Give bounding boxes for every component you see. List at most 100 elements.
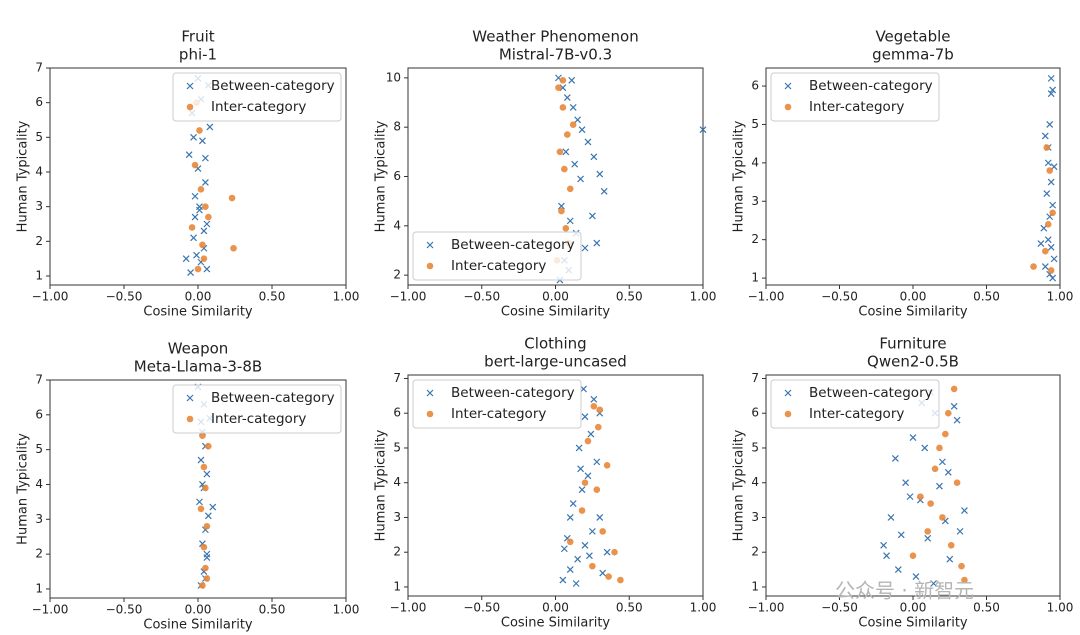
point [1044,236,1052,244]
point [191,161,199,169]
point [205,213,212,221]
point [909,434,917,441]
point [574,116,582,124]
point [581,244,589,252]
point [197,186,205,193]
point [203,220,211,228]
x-tick-label: −1.00 [32,290,69,304]
x-tick-label: 0.50 [616,601,643,615]
point [566,185,574,193]
x-tick-label: 0.50 [973,601,1000,615]
point [1047,267,1055,274]
x-tick-label: 1.00 [333,290,360,304]
point [594,423,602,431]
x-tick-label: 0.00 [185,290,212,304]
point [956,527,964,535]
point [588,212,596,220]
y-axis-label: Human Typicality [16,120,31,232]
y-tick-label: 5 [35,442,43,456]
point [202,203,209,210]
point [197,456,205,464]
point [596,514,604,521]
y-tick-label: 7 [35,373,43,387]
point [196,127,203,134]
point [1043,190,1051,198]
point [596,170,604,178]
point [1046,121,1054,128]
y-tick-label: 1 [751,271,759,285]
y-tick-label: 6 [751,406,759,420]
y-tick-label: 6 [751,79,759,93]
y-tick-label: 2 [393,545,401,559]
point [590,402,598,410]
chart-title: Furniture [879,335,946,353]
x-tick-label: −0.50 [821,601,858,615]
point [559,104,567,111]
point [578,486,586,494]
legend-label: Inter-category [211,411,306,427]
point [902,479,910,487]
y-tick-label: 1 [35,581,43,595]
x-axis-label: Cosine Similarity [143,618,253,633]
point [947,541,955,549]
point [577,465,584,473]
x-axis-label: Cosine Similarity [858,616,968,631]
y-tick-label: 4 [393,475,401,489]
chart-title: Vegetable [875,28,950,46]
point [599,528,606,535]
legend-box [172,72,342,122]
point [939,514,946,521]
point [584,138,592,146]
point [580,385,587,393]
point [561,165,568,173]
point [206,123,214,131]
point [578,126,586,134]
point [556,148,564,156]
point [924,534,932,542]
x-tick-label: 0.00 [185,603,212,617]
legend-label: Inter-category [809,406,904,422]
legend-marker [426,389,434,397]
y-tick-label: 3 [751,194,759,208]
point [558,207,565,215]
chart-subtitle: phi-1 [179,46,217,64]
legend-marker [186,394,194,402]
chart-subtitle: gemma-7b [872,46,954,64]
legend-box [770,72,940,122]
point [581,479,589,487]
point [193,251,200,259]
x-tick-label: −1.00 [748,601,785,615]
point [1050,255,1058,263]
point [897,531,905,539]
point [203,575,211,582]
y-tick-label: 7 [35,61,43,75]
point [1047,243,1055,251]
x-tick-label: 0.00 [900,601,927,615]
legend-marker [426,410,434,418]
point [584,437,592,445]
point [581,413,589,421]
legend-marker [784,103,792,111]
point [199,241,206,249]
point [572,580,580,587]
point [569,500,577,507]
y-tick-label: 2 [751,545,759,559]
point [938,458,946,466]
chart-subtitle: Qwen2-0.5B [867,353,959,371]
point [563,94,571,102]
point [1049,201,1057,209]
point [574,555,582,563]
point [201,178,209,186]
point [887,514,895,521]
y-tick-label: 1 [393,579,401,593]
point [603,548,611,556]
point [562,148,570,156]
y-tick-label: 6 [393,169,401,183]
y-tick-label: 2 [35,547,43,561]
x-tick-label: 1.00 [1047,290,1074,304]
point [1030,263,1037,270]
point [196,498,203,506]
point [950,402,958,410]
point [202,564,209,572]
